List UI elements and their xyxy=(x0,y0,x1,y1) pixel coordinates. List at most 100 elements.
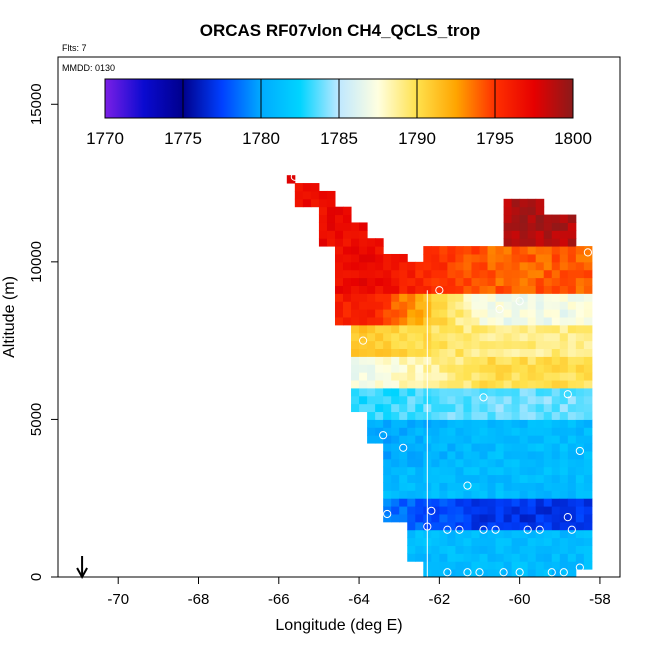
heatmap-cell xyxy=(375,419,384,428)
heatmap-cell xyxy=(583,324,593,334)
heatmap-cell xyxy=(471,332,480,342)
heatmap-cell xyxy=(455,458,464,468)
heatmap-cell xyxy=(471,506,480,515)
heatmap-cell xyxy=(551,309,561,318)
heatmap-cell xyxy=(351,324,360,334)
heatmap-cell xyxy=(471,545,480,554)
heatmap-cell xyxy=(503,317,513,326)
heatmap-cell xyxy=(351,277,360,286)
heatmap-cell xyxy=(351,348,360,357)
heatmap-cell xyxy=(583,419,593,428)
heatmap-cell xyxy=(431,537,440,546)
heatmap-cell xyxy=(575,403,585,413)
heatmap-cell xyxy=(543,561,553,570)
heatmap-cell xyxy=(487,277,497,286)
heatmap-cell xyxy=(575,521,585,531)
heatmap-cell xyxy=(399,261,408,271)
heatmap-cell xyxy=(439,380,448,389)
heatmap-cell xyxy=(559,214,569,223)
observation-marker xyxy=(495,305,504,314)
heatmap-cell xyxy=(495,419,505,428)
observation-marker xyxy=(463,568,472,577)
heatmap-cell xyxy=(551,214,561,223)
heatmap-cell xyxy=(407,340,416,350)
heatmap-cell xyxy=(559,482,569,491)
heatmap-cell xyxy=(351,253,360,263)
heatmap-cell xyxy=(334,246,344,255)
heatmap-cell xyxy=(567,419,577,428)
heatmap-cell xyxy=(399,332,408,342)
heatmap-cell xyxy=(359,277,368,286)
heatmap-cell xyxy=(415,482,424,491)
heatmap-cell xyxy=(583,340,593,350)
heatmap-cell xyxy=(407,372,416,381)
heatmap-cell xyxy=(455,466,464,476)
heatmap-cell xyxy=(519,545,529,554)
heatmap-cell xyxy=(439,443,448,452)
heatmap-cell xyxy=(527,443,537,452)
heatmap-cell xyxy=(487,411,497,420)
heatmap-cell xyxy=(511,387,521,397)
heatmap-cell xyxy=(575,380,585,389)
heatmap-cell xyxy=(463,277,472,286)
heatmap-cell xyxy=(511,474,521,483)
heatmap-cell xyxy=(503,246,513,255)
heatmap-cell xyxy=(567,277,577,286)
heatmap-cell xyxy=(431,348,440,357)
heatmap-cell xyxy=(511,411,521,420)
heatmap-cell xyxy=(535,506,545,515)
observation-marker xyxy=(547,568,556,577)
heatmap-cell xyxy=(318,230,328,239)
heatmap-cell xyxy=(383,261,392,271)
heatmap-cell xyxy=(487,561,497,570)
heatmap-cell xyxy=(334,214,344,223)
heatmap-cell xyxy=(503,490,513,499)
heatmap-cell xyxy=(503,498,513,507)
heatmap-cell xyxy=(535,569,545,578)
heatmap-cell xyxy=(439,387,448,397)
heatmap-cell xyxy=(503,324,513,334)
heatmap-cell xyxy=(383,427,392,436)
heatmap-cell xyxy=(543,482,553,491)
heatmap-cell xyxy=(567,238,577,247)
heatmap-cell xyxy=(447,277,456,286)
heatmap-cell xyxy=(567,261,577,271)
heatmap-cell xyxy=(399,419,408,428)
heatmap-cell xyxy=(583,261,593,271)
heatmap-cell xyxy=(455,261,464,271)
heatmap-cell xyxy=(351,309,360,318)
heatmap-cell xyxy=(583,521,593,531)
heatmap-cell xyxy=(383,474,392,483)
heatmap-cell xyxy=(391,474,400,483)
heatmap-cell xyxy=(567,214,577,223)
heatmap-cell xyxy=(351,372,360,381)
heatmap-cell xyxy=(463,301,472,310)
heatmap-cell xyxy=(359,246,368,255)
heatmap-cell xyxy=(455,498,464,507)
heatmap-cell xyxy=(326,190,336,200)
heatmap-cell xyxy=(439,419,448,428)
colorbar-tick-label: 1770 xyxy=(86,129,124,148)
heatmap-cell xyxy=(487,253,497,263)
heatmap-cell xyxy=(527,301,537,310)
heatmap-cell xyxy=(479,277,489,286)
heatmap-cell xyxy=(431,490,440,499)
heatmap-cell xyxy=(407,293,416,302)
heatmap-cell xyxy=(583,364,593,373)
heatmap-cell xyxy=(519,450,529,460)
heatmap-cell xyxy=(487,332,497,342)
heatmap-cell xyxy=(399,474,408,483)
heatmap-cell xyxy=(431,364,440,373)
heatmap-cell xyxy=(447,529,456,539)
heatmap-cell xyxy=(527,387,537,397)
heatmap-cell xyxy=(495,324,505,334)
heatmap-cell xyxy=(463,553,472,562)
heatmap-cell xyxy=(527,380,537,389)
heatmap-cell xyxy=(543,395,553,405)
heatmap-cell xyxy=(399,387,408,397)
heatmap-cell xyxy=(559,238,569,247)
heatmap-cell xyxy=(455,395,464,405)
heatmap-cell xyxy=(527,230,537,239)
heatmap-cell xyxy=(551,569,561,578)
heatmap-cell xyxy=(359,356,368,365)
